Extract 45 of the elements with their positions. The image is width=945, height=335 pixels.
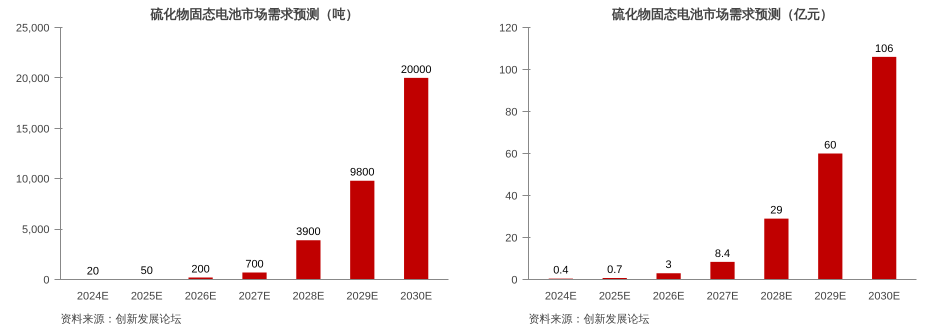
y-tick-label: 60 (505, 148, 518, 160)
x-tick-label: 2025E (130, 290, 163, 302)
y-tick-label: 10,000 (16, 174, 50, 186)
text: 资料来源：创新发展论坛 (528, 312, 650, 326)
x-tick-label: 2028E (760, 290, 792, 302)
data-label: 60 (824, 140, 836, 152)
x-tick-label: 2025E (598, 290, 631, 302)
data-label: 3900 (296, 226, 321, 238)
x-tick-label: 2027E (706, 290, 738, 302)
data-label: 0.7 (607, 264, 622, 276)
x-tick-label: 2028E (292, 290, 324, 302)
x-tick-label: 2026E (652, 290, 685, 302)
y-tick-label: 25,000 (16, 22, 50, 34)
y-tick-label: 20 (505, 232, 518, 244)
data-label: 9800 (350, 166, 375, 179)
chart-title: 硫化物固态电池市场需求预测（吨） (150, 6, 358, 22)
x-tick-label: 2030E (400, 290, 432, 302)
y-tick-label: 0 (511, 274, 518, 286)
data-label: 20 (86, 265, 99, 278)
data-label: 700 (245, 258, 264, 270)
x-tick-label: 2030E (868, 290, 900, 302)
text: 资料来源：创新发展论坛 (60, 312, 182, 326)
data-label: 200 (191, 263, 210, 276)
y-tick-label: 20,000 (16, 72, 50, 85)
x-tick-label: 2029E (814, 290, 846, 302)
data-label: 106 (874, 42, 894, 55)
y-tick-label: 80 (505, 106, 518, 118)
data-label: 50 (140, 264, 153, 277)
y-tick-label: 5,000 (22, 224, 50, 236)
x-tick-label: 2026E (184, 290, 217, 302)
x-tick-label: 2027E (238, 290, 270, 302)
y-tick-label: 100 (499, 64, 518, 76)
data-label: 29 (770, 204, 783, 217)
y-tick-label: 120 (499, 22, 518, 34)
x-tick-label: 2024E (544, 290, 577, 302)
chart-title: 硫化物固态电池市场需求预测（亿元） (611, 6, 833, 22)
y-tick-label: 15,000 (16, 123, 50, 136)
data-label: 3 (666, 259, 672, 272)
y-tick-label: 40 (505, 190, 518, 202)
x-tick-label: 2029E (346, 290, 378, 302)
data-label: 8.4 (714, 248, 730, 260)
data-label: 20000 (400, 64, 432, 76)
x-tick-label: 2024E (76, 290, 109, 302)
data-label: 0.4 (553, 264, 568, 277)
y-tick-label: 0 (43, 274, 50, 286)
